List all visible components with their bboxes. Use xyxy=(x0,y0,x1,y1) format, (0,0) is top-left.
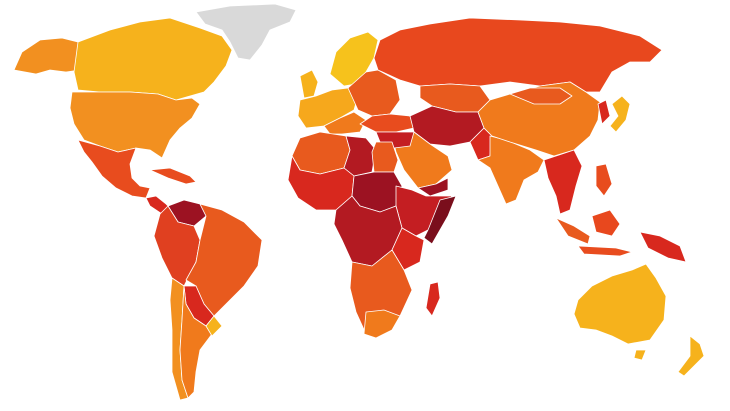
papua xyxy=(639,231,687,263)
somalia xyxy=(423,195,457,245)
uruguay xyxy=(205,315,223,337)
iceland-uk xyxy=(299,69,319,99)
tasmania xyxy=(633,349,647,361)
mongolia xyxy=(509,87,573,105)
india xyxy=(477,135,545,205)
eastern-europe xyxy=(347,69,401,117)
korea xyxy=(597,99,611,125)
argentina xyxy=(179,285,213,399)
north-africa-west xyxy=(291,131,351,175)
japan xyxy=(609,95,631,133)
madagascar xyxy=(425,281,441,317)
south-africa xyxy=(363,309,401,339)
mexico xyxy=(77,139,151,199)
indonesia-east xyxy=(577,245,633,257)
borneo-sulawesi xyxy=(591,209,621,237)
western-europe xyxy=(297,87,359,129)
indonesia-west xyxy=(555,217,591,245)
greenland xyxy=(195,3,297,61)
mainland-southeast-asia xyxy=(543,149,583,215)
scandinavia xyxy=(329,31,379,87)
caribbean xyxy=(149,167,197,185)
australia xyxy=(573,263,667,345)
yemen xyxy=(417,177,449,197)
united-states xyxy=(69,91,201,159)
philippines xyxy=(595,163,613,197)
new-zealand xyxy=(677,335,705,377)
